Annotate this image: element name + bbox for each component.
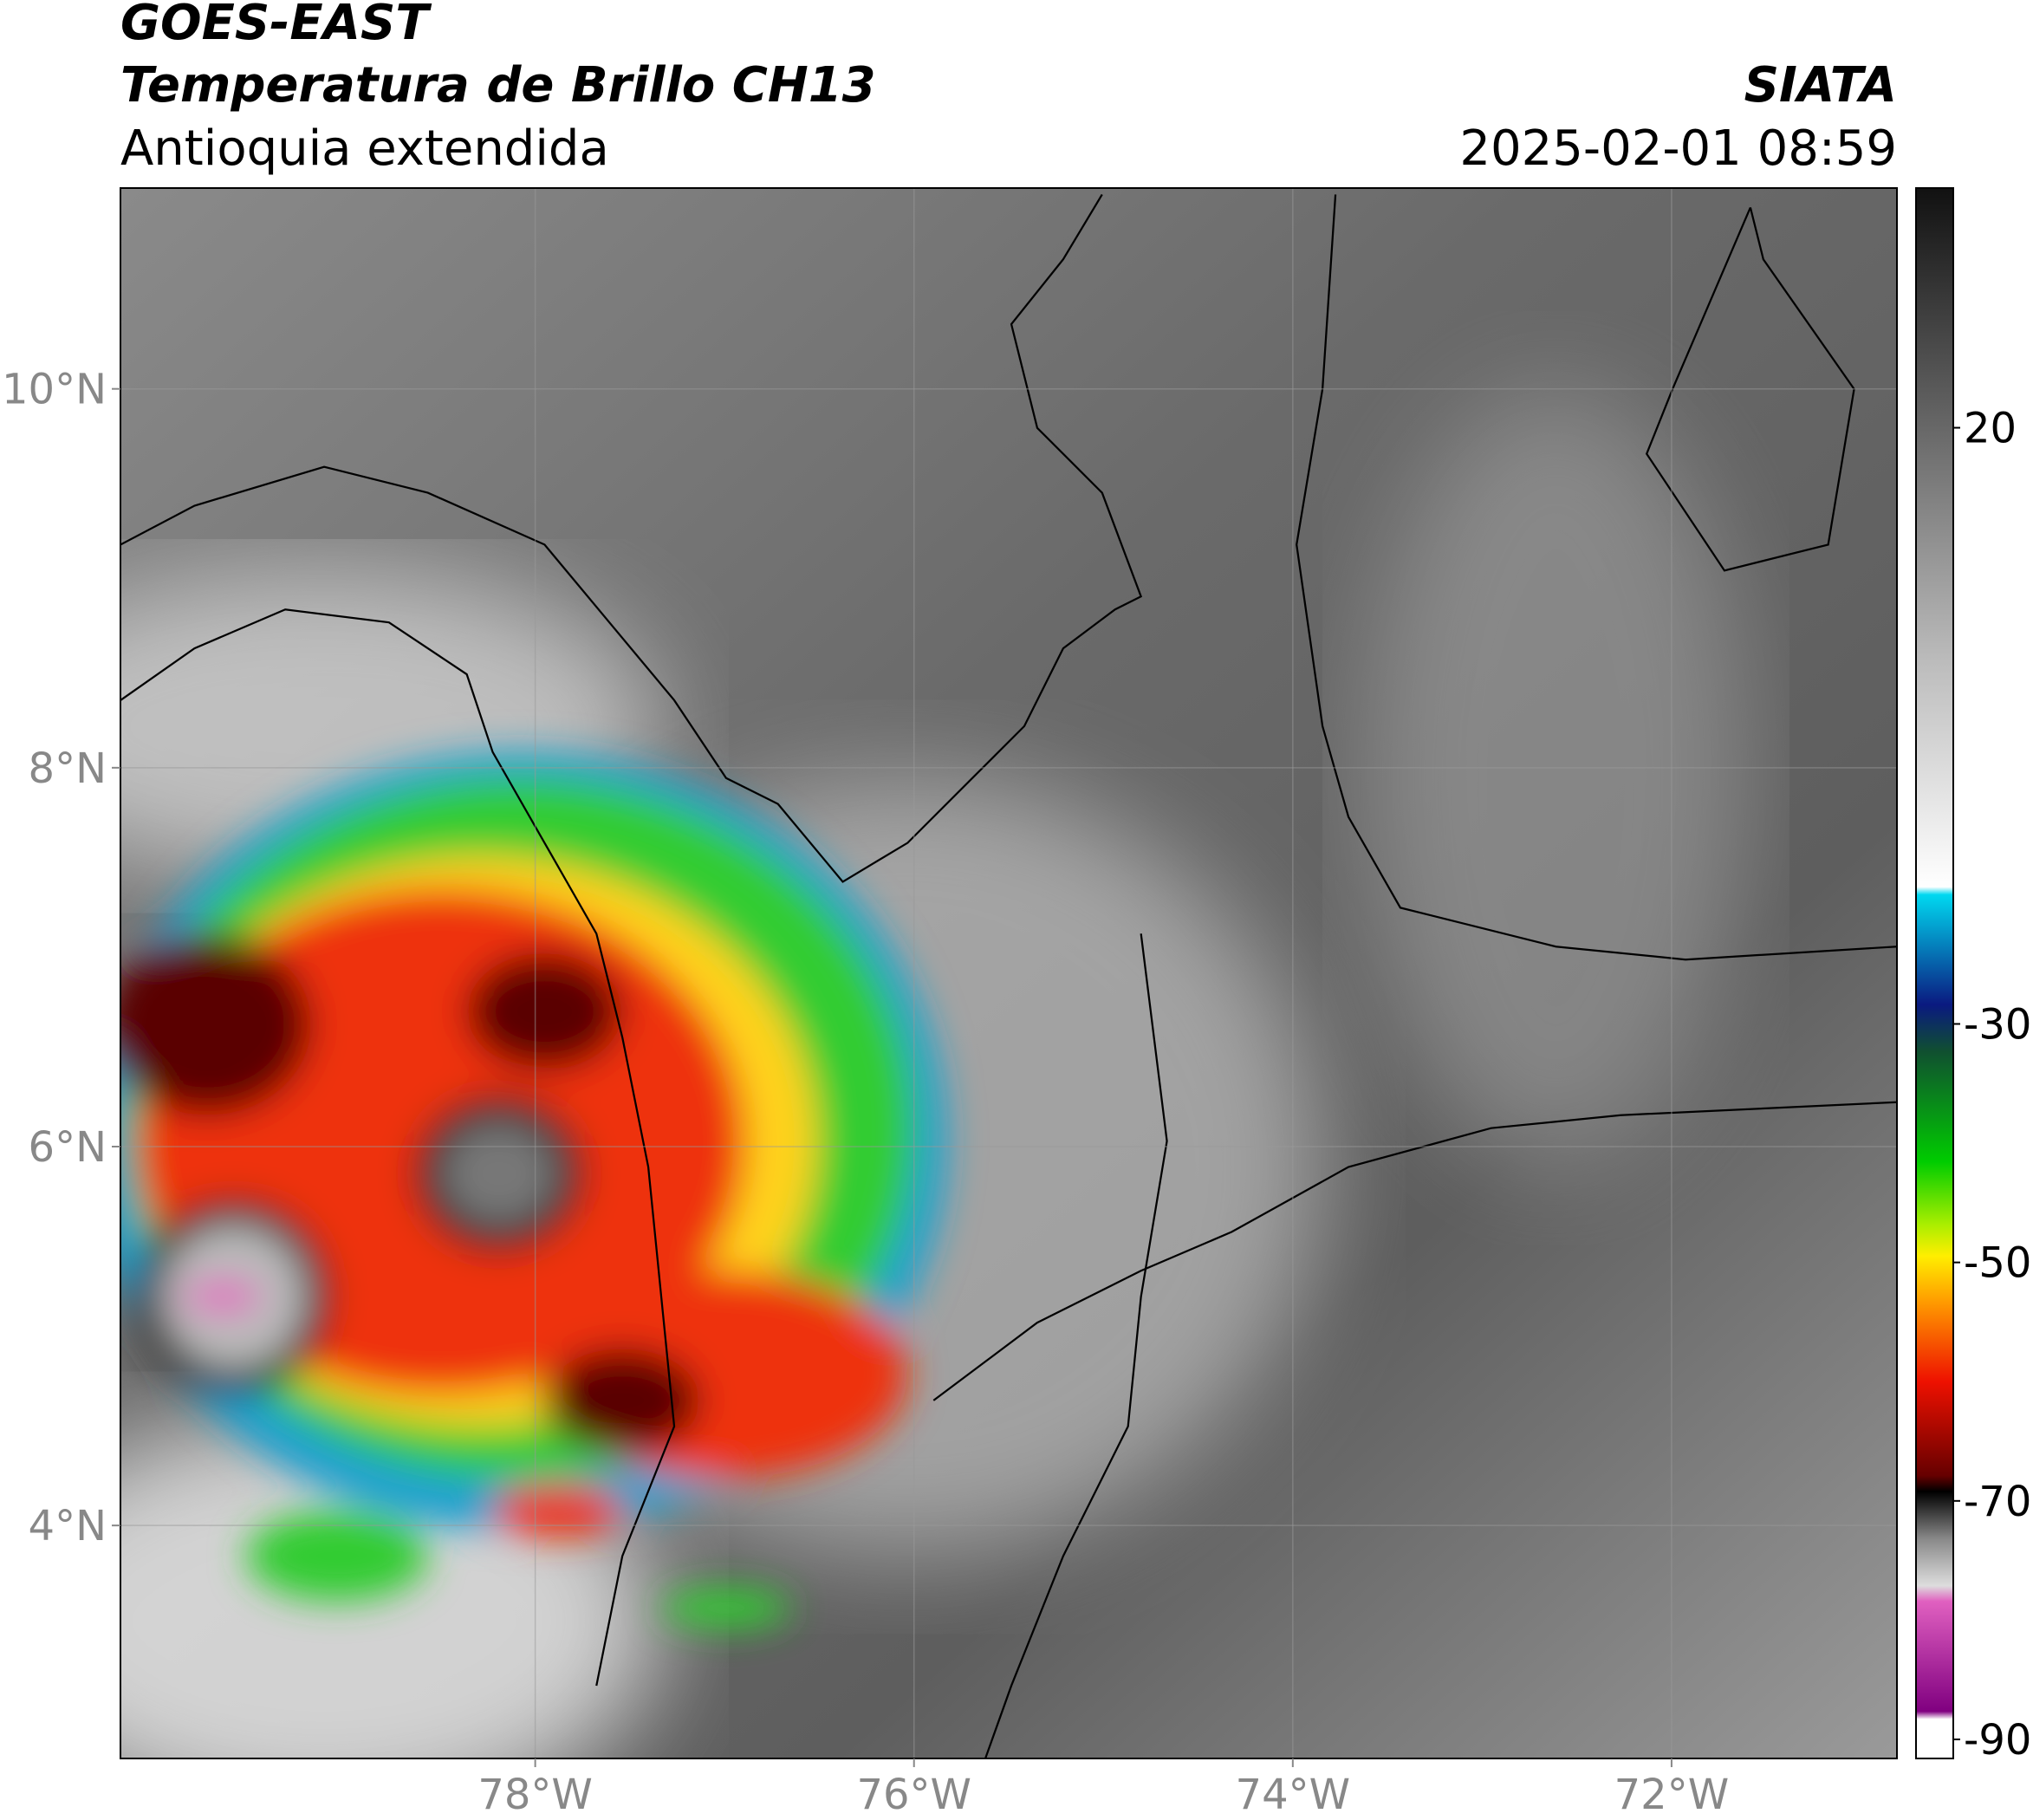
x-tick-label: 74°W [1236,1771,1351,1819]
colorbar-tick-label: -90 [1964,1716,2031,1765]
colorbar-tick-label: -70 [1964,1478,2031,1526]
colorbar-tick-label: -50 [1964,1239,2031,1288]
y-tick-label: 10°N [2,366,107,414]
map-frame [120,187,1898,1759]
colorbar [1915,187,1954,1759]
y-tick-label: 6°N [29,1123,107,1172]
satellite-image [120,188,1897,1758]
y-tick-label: 4°N [29,1502,107,1550]
colorbar-tick-label: 20 [1964,405,2017,453]
datetime: 2025-02-01 08:59 [1459,120,1897,177]
colorbar-tick-label: -30 [1964,1000,2031,1049]
satellite: GOES-EAST [120,0,432,51]
y-tick-label: 8°N [29,744,107,793]
product: Temperatura de Brillo CH13 [120,57,876,114]
x-tick-label: 78°W [477,1771,593,1819]
agency: SIATA [1744,57,1897,114]
x-tick-label: 76°W [856,1771,971,1819]
graticule [120,188,1897,1758]
region: Antioquia extendida [120,120,609,177]
x-tick-label: 72°W [1614,1771,1730,1819]
